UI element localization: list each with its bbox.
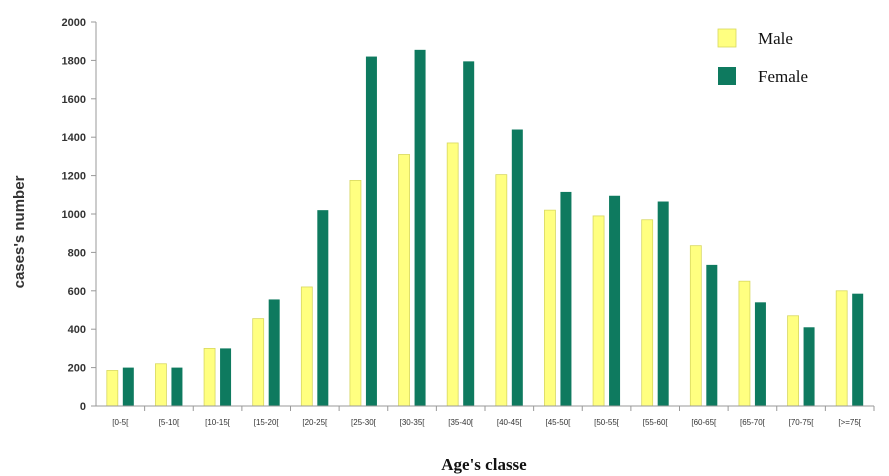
bar-female-2 <box>220 348 232 406</box>
x-tick-label: [0-5[ <box>112 418 129 427</box>
bar-male-9 <box>544 209 556 407</box>
bar-female-12 <box>706 264 718 406</box>
bar-male-3 <box>252 318 265 407</box>
x-tick-label: [35-40[ <box>448 418 474 427</box>
bar-male-8 <box>495 174 508 407</box>
bar-female-15 <box>852 293 864 406</box>
bar-male-13 <box>738 280 751 407</box>
legend-label-male: Male <box>758 29 793 48</box>
bar-male-14 <box>787 315 799 407</box>
bar-male-12 <box>689 245 702 407</box>
x-tick-label: [45-50[ <box>545 418 571 427</box>
x-tick-label: [70-75[ <box>789 418 815 427</box>
x-tick-label: [>=75[ <box>838 418 861 427</box>
legend-swatch-male <box>717 28 737 48</box>
y-axis-title: cases's number <box>11 175 28 288</box>
bar-male-0 <box>106 370 119 407</box>
bar-male-2 <box>203 347 216 407</box>
bar-male-11 <box>641 219 654 407</box>
bar-female-5 <box>365 56 377 407</box>
y-tick-label: 400 <box>68 324 86 336</box>
bar-female-7 <box>463 61 475 407</box>
bar-female-14 <box>803 327 815 406</box>
bar-female-0 <box>122 367 134 406</box>
x-tick-label: [60-65[ <box>691 418 717 427</box>
x-tick-label: [30-35[ <box>400 418 426 427</box>
bar-male-6 <box>398 154 410 407</box>
y-tick-label: 0 <box>80 401 86 413</box>
bar-female-13 <box>754 302 766 406</box>
x-tick-label: [65-70[ <box>740 418 766 427</box>
bar-female-1 <box>171 367 183 406</box>
legend-label-female: Female <box>758 67 808 86</box>
bar-female-9 <box>560 191 572 406</box>
y-tick-label: 1000 <box>62 209 86 221</box>
legend-swatch-female <box>718 67 736 85</box>
bars <box>106 49 864 407</box>
x-axis: [0-5[ [5-10[ [10-15[ [15-20[ [20-25[ [25-30[ [… <box>96 405 875 427</box>
bar-male-15 <box>835 290 848 407</box>
x-tick-label: [25-30[ <box>351 418 377 427</box>
x-tick-label: [5-10[ <box>159 418 180 427</box>
bar-male-4 <box>300 286 313 407</box>
y-tick-label: 2000 <box>62 17 86 29</box>
x-tick-label: [10-15[ <box>205 418 231 427</box>
x-tick-label: [15-20[ <box>254 418 280 427</box>
bar-female-4 <box>317 210 329 406</box>
bar-female-10 <box>609 195 621 406</box>
y-tick-label: 1200 <box>62 171 86 183</box>
x-axis-title: Age's classe <box>441 455 527 474</box>
bar-male-1 <box>155 363 167 407</box>
bar-female-8 <box>511 129 523 406</box>
x-tick-label: [40-45[ <box>497 418 523 427</box>
x-tick-label: [50-55[ <box>594 418 620 427</box>
y-axis: 0 200 400 600 800 1000 1200 1400 1600 1800 2000 <box>62 17 97 413</box>
y-tick-label: 200 <box>68 363 86 375</box>
bar-female-3 <box>268 299 280 406</box>
bar-female-11 <box>657 201 669 406</box>
y-tick-label: 1400 <box>62 132 86 144</box>
bar-male-10 <box>592 215 605 407</box>
bar-male-7 <box>446 142 459 407</box>
legend: Male Female <box>717 28 808 86</box>
bar-female-6 <box>414 49 426 407</box>
x-tick-label: [20-25[ <box>302 418 328 427</box>
y-tick-label: 1800 <box>62 55 86 67</box>
bar-male-5 <box>349 179 362 407</box>
x-tick-label: [55-60[ <box>643 418 669 427</box>
y-tick-label: 800 <box>68 247 86 259</box>
y-tick-label: 600 <box>68 286 86 298</box>
y-tick-label: 1600 <box>62 94 86 106</box>
